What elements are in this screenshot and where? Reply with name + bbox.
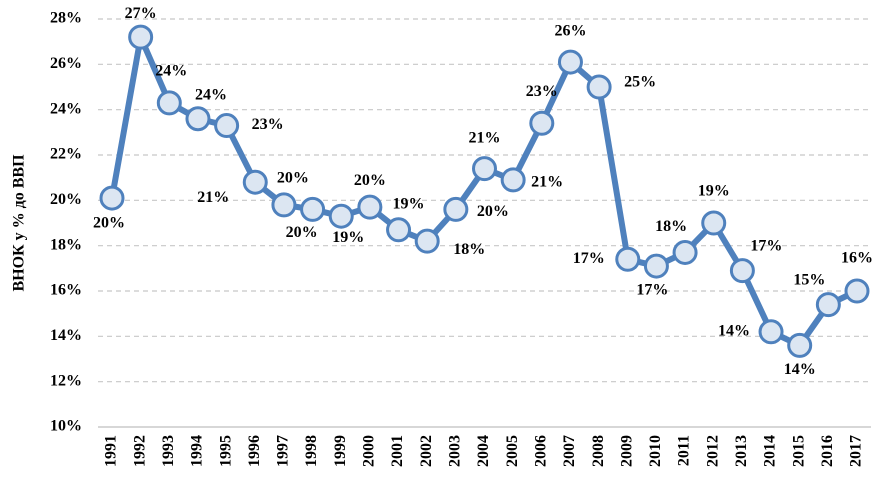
data-label: 16%: [841, 250, 873, 267]
data-label: 24%: [195, 86, 227, 103]
marker: [557, 49, 583, 75]
x-tick-label: 2012: [704, 435, 721, 467]
y-tick-label: 22%: [50, 146, 82, 163]
marker: [414, 228, 440, 254]
data-label: 17%: [573, 250, 605, 267]
x-tick-label: 2017: [848, 435, 865, 467]
marker: [472, 156, 497, 182]
marker: [586, 74, 612, 100]
x-tick-label: 2001: [389, 435, 406, 467]
data-label: 17%: [636, 282, 668, 299]
marker: [271, 192, 297, 218]
x-tick-label: 2009: [618, 435, 635, 467]
x-tick-label: 1995: [217, 435, 234, 467]
x-tick-label: 2000: [361, 435, 378, 467]
data-label: 25%: [624, 74, 656, 91]
marker: [357, 194, 383, 220]
data-label: 20%: [477, 203, 509, 220]
data-label: 24%: [155, 63, 187, 80]
y-tick-label: 28%: [50, 10, 82, 27]
marker: [214, 113, 240, 139]
x-tick-label: 1998: [303, 435, 320, 467]
x-tick-label: 2011: [676, 435, 693, 466]
x-tick-label: 1997: [275, 435, 292, 467]
data-label: 18%: [453, 241, 485, 258]
y-tick-label: 26%: [50, 55, 82, 72]
marker: [615, 246, 641, 272]
data-label: 20%: [286, 224, 318, 241]
x-tick-label: 2002: [418, 435, 435, 467]
data-label: 23%: [526, 83, 558, 100]
marker: [300, 196, 326, 222]
data-label: 21%: [197, 189, 229, 206]
data-label: 26%: [554, 23, 586, 40]
data-label: 19%: [393, 195, 425, 212]
data-label: 19%: [332, 229, 364, 246]
marker: [99, 185, 125, 211]
marker: [643, 253, 669, 279]
y-tick-label: 20%: [50, 191, 82, 208]
data-label: 19%: [698, 183, 730, 200]
data-label: 20%: [277, 170, 309, 187]
y-tick-label: 18%: [50, 236, 82, 253]
x-tick-label: 1991: [103, 435, 120, 467]
x-tick-label: 1994: [189, 435, 206, 467]
y-tick-label: 24%: [50, 100, 82, 117]
x-tick-label: 2006: [532, 435, 549, 467]
marker: [443, 196, 469, 222]
y-tick-label: 14%: [50, 327, 82, 344]
data-label: 17%: [750, 237, 782, 254]
x-tick-label: 2005: [504, 435, 521, 467]
marker: [672, 239, 698, 265]
y-tick-label: 12%: [50, 372, 82, 389]
x-tick-label: 2007: [561, 435, 578, 467]
marker: [529, 110, 555, 136]
x-tick-label: 2016: [819, 435, 836, 467]
marker: [328, 203, 354, 229]
data-label: 20%: [93, 215, 125, 232]
marker: [787, 332, 813, 358]
marker: [758, 319, 784, 345]
x-tick-label: 2004: [475, 435, 492, 467]
x-tick-label: 2014: [762, 435, 779, 467]
data-label: 14%: [718, 322, 750, 339]
marker: [500, 167, 526, 193]
marker: [729, 258, 755, 284]
marker: [185, 106, 211, 132]
x-tick-label: 2015: [790, 435, 807, 467]
y-tick-label: 10%: [50, 418, 82, 435]
x-tick-label: 1992: [131, 435, 148, 467]
x-tick-label: 2013: [733, 435, 750, 467]
x-tick-label: 2008: [590, 435, 607, 467]
x-tick-label: 1993: [160, 435, 177, 467]
y-axis-label: ВНОК у % до ВВП: [11, 154, 28, 292]
data-label: 14%: [784, 361, 816, 378]
x-tick-label: 2010: [647, 435, 664, 467]
y-tick-label: 16%: [50, 282, 82, 299]
marker: [128, 24, 154, 50]
marker: [701, 210, 727, 236]
marker: [386, 217, 412, 243]
marker: [844, 278, 870, 304]
marker: [156, 90, 182, 116]
x-tick-label: 2003: [447, 435, 464, 467]
data-label: 21%: [469, 129, 501, 146]
data-label: 18%: [655, 218, 687, 235]
data-label: 15%: [793, 271, 825, 288]
data-label: 21%: [531, 174, 563, 191]
x-tick-label: 1996: [246, 435, 263, 467]
data-label: 27%: [125, 5, 157, 22]
data-label: 20%: [354, 172, 386, 189]
marker: [242, 169, 268, 195]
marker: [815, 292, 841, 318]
data-label: 23%: [252, 116, 284, 133]
x-tick-label: 1999: [332, 435, 349, 467]
